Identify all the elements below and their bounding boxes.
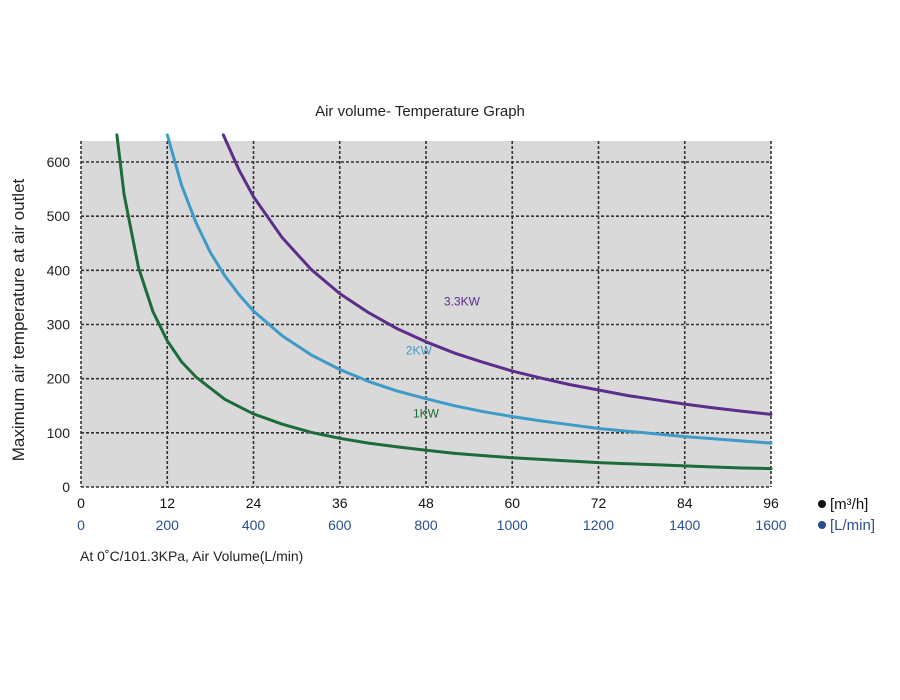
y-axis-label: Maximum air temperature at air outlet xyxy=(9,178,28,461)
y-tick-label: 200 xyxy=(47,371,71,387)
x-tick-label-lmin: 200 xyxy=(156,517,180,533)
x-tick-label-lmin: 1000 xyxy=(497,517,528,533)
series-line-3-3kw xyxy=(221,133,773,416)
series-label-3-3kw: 3.3KW xyxy=(444,295,481,309)
y-tick-labels: 0 100 200 300 400 500 600 xyxy=(47,154,71,495)
x-tick-label-lmin: 0 xyxy=(77,517,85,533)
x-tick-label-m3h: 60 xyxy=(504,495,520,511)
x-tick-label-m3h: 72 xyxy=(591,495,607,511)
x-unit-secondary: [L/min] xyxy=(830,517,875,534)
series-labels: 3.3KW 2KW 1KW xyxy=(406,295,481,421)
x-tick-label-m3h: 36 xyxy=(332,495,348,511)
x-tick-label-lmin: 400 xyxy=(242,517,266,533)
series-lines xyxy=(115,133,773,471)
series-label-2kw: 2KW xyxy=(406,343,433,357)
chart-title: Air volume- Temperature Graph xyxy=(315,103,525,120)
x-tick-label-m3h: 0 xyxy=(77,495,85,511)
y-tick-label: 500 xyxy=(47,208,71,224)
x-tick-labels-lmin: 0 200 400 600 800 1000 1200 1400 1600 xyxy=(77,517,787,533)
x-tick-label-m3h: 12 xyxy=(159,495,175,511)
series-line-2kw xyxy=(165,133,773,445)
x-unit-primary: [m³/h] xyxy=(830,496,868,513)
series-label-1kw: 1KW xyxy=(413,407,440,421)
y-tick-label: 100 xyxy=(47,425,71,441)
x-axis-label: At 0˚C/101.3KPa, Air Volume(L/min) xyxy=(80,548,303,564)
x-tick-label-lmin: 1200 xyxy=(583,517,614,533)
x-tick-label-lmin: 600 xyxy=(328,517,352,533)
unit-lmin-bullet-icon xyxy=(818,521,826,529)
x-tick-label-m3h: 24 xyxy=(246,495,262,511)
y-tick-label: 600 xyxy=(47,154,71,170)
y-tick-label: 400 xyxy=(47,262,71,278)
unit-m3h-bullet-icon xyxy=(818,500,826,508)
series-line-1kw xyxy=(115,133,773,471)
x-tick-label-lmin: 1600 xyxy=(755,517,786,533)
x-tick-labels-m3h: 0 12 24 36 48 60 72 84 96 xyxy=(77,495,779,511)
y-tick-label: 300 xyxy=(47,317,71,333)
x-tick-label-m3h: 84 xyxy=(677,495,693,511)
x-tick-label-lmin: 1400 xyxy=(669,517,700,533)
x-tick-label-m3h: 48 xyxy=(418,495,434,511)
x-tick-label-m3h: 96 xyxy=(763,495,779,511)
y-tick-label: 0 xyxy=(62,479,70,495)
x-tick-label-lmin: 800 xyxy=(414,517,438,533)
